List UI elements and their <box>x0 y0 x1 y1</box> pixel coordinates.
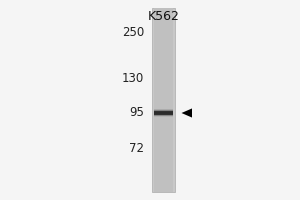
Bar <box>154 116 173 117</box>
Bar <box>154 111 173 115</box>
Bar <box>154 113 173 114</box>
Text: 72: 72 <box>129 142 144 156</box>
Text: K562: K562 <box>148 10 179 23</box>
Bar <box>154 111 173 112</box>
Polygon shape <box>182 108 192 118</box>
Bar <box>154 113 173 114</box>
Bar <box>154 114 173 115</box>
Bar <box>154 110 173 111</box>
Bar <box>154 109 173 110</box>
Bar <box>154 109 173 110</box>
Bar <box>152 8 175 192</box>
Text: 95: 95 <box>129 106 144 119</box>
Bar <box>154 8 173 192</box>
Bar <box>154 110 173 111</box>
Bar <box>154 114 173 115</box>
Bar <box>154 112 173 113</box>
Bar <box>154 115 173 116</box>
Bar <box>154 115 173 116</box>
Bar <box>154 112 173 113</box>
Bar <box>154 111 173 112</box>
Text: 250: 250 <box>122 26 144 40</box>
Text: 130: 130 <box>122 72 144 86</box>
